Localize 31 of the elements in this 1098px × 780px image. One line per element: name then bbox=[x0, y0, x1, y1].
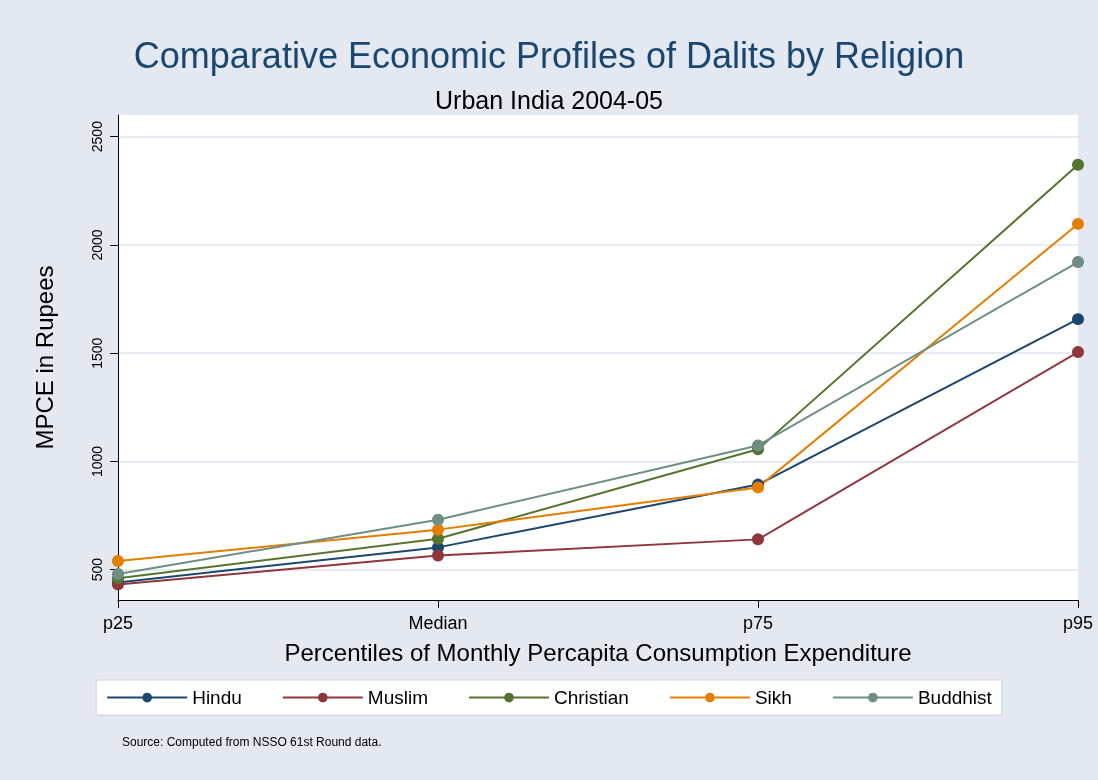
y-tick-label: 1000 bbox=[89, 445, 105, 478]
legend-label: Christian bbox=[553, 687, 629, 708]
point bbox=[432, 523, 444, 536]
point bbox=[112, 555, 124, 568]
y-tick-label: 2000 bbox=[89, 229, 105, 261]
chart-title: Comparative Economic Profiles of Dalits by Religion bbox=[133, 34, 965, 76]
y-tick-label: 1500 bbox=[89, 337, 105, 369]
legend-label: Buddhist bbox=[917, 687, 993, 708]
point bbox=[752, 533, 764, 546]
x-axis-title: Percentiles of Monthly Percapita Consumption Expenditure bbox=[284, 638, 912, 666]
chart-subtitle: Urban India 2004-05 bbox=[435, 85, 663, 114]
legend-label: Sikh bbox=[754, 687, 792, 708]
y-tick-label: 2500 bbox=[89, 120, 105, 153]
point bbox=[1072, 313, 1084, 326]
y-axis-title: MPCE in Rupees bbox=[30, 265, 58, 450]
legend-label: Hindu bbox=[192, 687, 242, 708]
x-tick-label: p25 bbox=[102, 613, 134, 633]
legend-label: Muslim bbox=[367, 687, 428, 708]
x-tick-label: p75 bbox=[742, 613, 774, 633]
point bbox=[432, 513, 444, 526]
point bbox=[432, 549, 444, 562]
x-tick-label: Median bbox=[408, 613, 468, 633]
point bbox=[1072, 256, 1084, 269]
y-tick-label: 500 bbox=[89, 557, 105, 582]
source-note: Source: Computed from NSSO 61st Round data. bbox=[122, 735, 382, 749]
point bbox=[1072, 158, 1084, 171]
x-tick-label: p95 bbox=[1062, 613, 1094, 633]
point bbox=[112, 568, 124, 581]
point bbox=[752, 439, 764, 452]
point bbox=[1072, 217, 1084, 230]
point bbox=[1072, 346, 1084, 359]
